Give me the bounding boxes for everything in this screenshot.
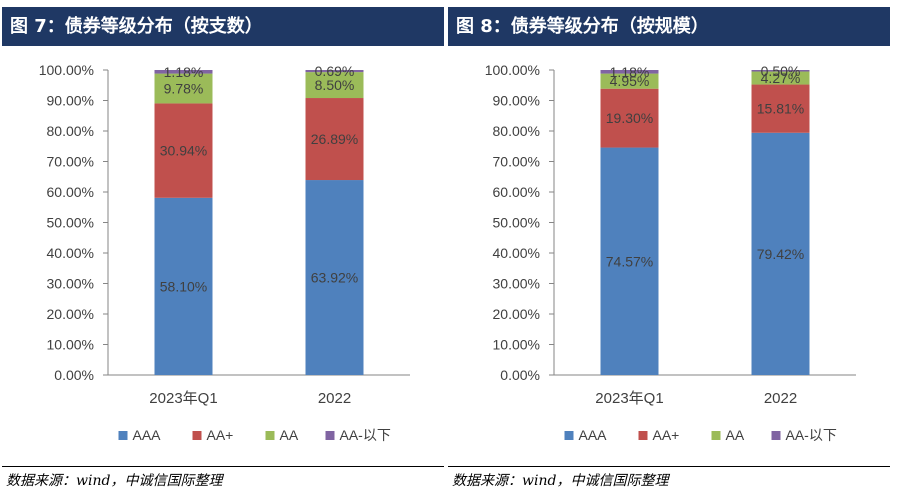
- y-tick-label: 80.00%: [493, 123, 540, 139]
- source-note: 数据来源：wind，中诚信国际整理: [6, 473, 223, 489]
- y-tick-label: 70.00%: [493, 154, 540, 170]
- y-tick-label: 0.00%: [500, 367, 540, 383]
- legend-label: AA+: [207, 427, 234, 443]
- data-label: 8.50%: [315, 77, 355, 93]
- data-label: 9.78%: [164, 81, 204, 97]
- y-tick-label: 90.00%: [493, 93, 540, 109]
- bar-segment: [600, 147, 659, 375]
- x-tick-label: 2023年Q1: [595, 390, 663, 407]
- data-label: 74.57%: [606, 253, 653, 269]
- data-label: 58.10%: [160, 278, 207, 294]
- bar-segment: [751, 84, 810, 133]
- bar-segment: [305, 180, 364, 375]
- y-tick-label: 20.00%: [47, 306, 94, 322]
- y-tick-label: 80.00%: [47, 123, 94, 139]
- x-tick-label: 2022: [318, 390, 351, 407]
- data-label: 30.94%: [160, 143, 207, 159]
- legend-swatch: [638, 431, 648, 440]
- data-label: 1.18%: [610, 64, 650, 80]
- bar-segment: [600, 73, 659, 89]
- legend-label: AA: [726, 427, 745, 443]
- data-label: 19.30%: [606, 110, 653, 126]
- y-tick-label: 90.00%: [47, 93, 94, 109]
- y-tick-label: 60.00%: [47, 184, 94, 200]
- divider: [448, 466, 890, 467]
- bar-segment: [600, 88, 659, 148]
- legend-swatch: [564, 431, 574, 440]
- legend-label: AAA: [579, 427, 608, 443]
- bar-segment: [751, 132, 810, 375]
- legend-swatch: [325, 431, 335, 440]
- chart-title: 图 8：债券等级分布（按规模）: [448, 7, 890, 46]
- y-tick-label: 70.00%: [47, 154, 94, 170]
- x-tick-label: 2023年Q1: [149, 390, 217, 407]
- stacked-bar-chart: 0.00% 10.00% 20.00% 30.00% 40.00% 50.00% 60.00…: [485, 62, 856, 443]
- y-tick-label: 30.00%: [47, 276, 94, 292]
- data-label: 26.89%: [311, 131, 358, 147]
- source-note: 数据来源：wind，中诚信国际整理: [452, 473, 669, 489]
- bar-segment: [154, 73, 213, 104]
- chart-title: 图 7：债券等级分布（按支数）: [2, 7, 444, 46]
- stacked-bar-chart: 0.00% 10.00% 20.00% 30.00% 40.00% 50.00% 60.00…: [39, 62, 410, 443]
- y-tick-label: 0.00%: [54, 367, 94, 383]
- bar-segment: [154, 70, 213, 74]
- bar-segment: [154, 103, 213, 198]
- y-tick-label: 100.00%: [485, 62, 540, 78]
- legend-swatch: [771, 431, 781, 440]
- y-tick-label: 40.00%: [493, 245, 540, 261]
- data-label: 15.81%: [757, 101, 804, 117]
- bar-segment: [305, 98, 364, 181]
- data-label: 0.50%: [761, 63, 801, 79]
- data-label: 4.27%: [761, 70, 801, 86]
- y-tick-label: 60.00%: [493, 184, 540, 200]
- legend-label: AA-以下: [786, 427, 837, 443]
- data-label: 0.69%: [315, 63, 355, 79]
- legend-label: AA-以下: [340, 427, 391, 443]
- legend-label: AA+: [653, 427, 680, 443]
- bar-segment: [751, 70, 810, 72]
- chart-panel-bond-count: 图 7：债券等级分布（按支数） 0.00% 10.00% 20.00% 30.00% 4…: [0, 0, 448, 498]
- y-tick-label: 20.00%: [493, 306, 540, 322]
- x-tick-label: 2022: [764, 390, 797, 407]
- y-tick-label: 50.00%: [47, 215, 94, 231]
- y-tick-label: 40.00%: [47, 245, 94, 261]
- y-tick-label: 10.00%: [47, 337, 94, 353]
- y-tick-label: 100.00%: [39, 62, 94, 78]
- data-label: 4.95%: [610, 73, 650, 89]
- legend-swatch: [192, 431, 202, 440]
- y-tick-label: 50.00%: [493, 215, 540, 231]
- divider: [2, 466, 444, 467]
- legend-label: AA: [280, 427, 299, 443]
- legend-swatch: [711, 431, 721, 440]
- legend-swatch: [118, 431, 128, 440]
- chart-panel-bond-scale: 图 8：债券等级分布（按规模） 0.00% 10.00% 20.00% 30.00% 4…: [446, 0, 894, 498]
- bar-segment: [305, 70, 364, 73]
- bar-segment: [751, 71, 810, 85]
- y-tick-label: 30.00%: [493, 276, 540, 292]
- data-label: 1.18%: [164, 64, 204, 80]
- data-label: 79.42%: [757, 246, 804, 262]
- y-tick-label: 10.00%: [493, 337, 540, 353]
- bar-segment: [154, 197, 213, 375]
- data-label: 63.92%: [311, 270, 358, 286]
- legend-label: AAA: [133, 427, 162, 443]
- bar-segment: [600, 70, 659, 74]
- legend-swatch: [265, 431, 275, 440]
- bar-segment: [305, 72, 364, 99]
